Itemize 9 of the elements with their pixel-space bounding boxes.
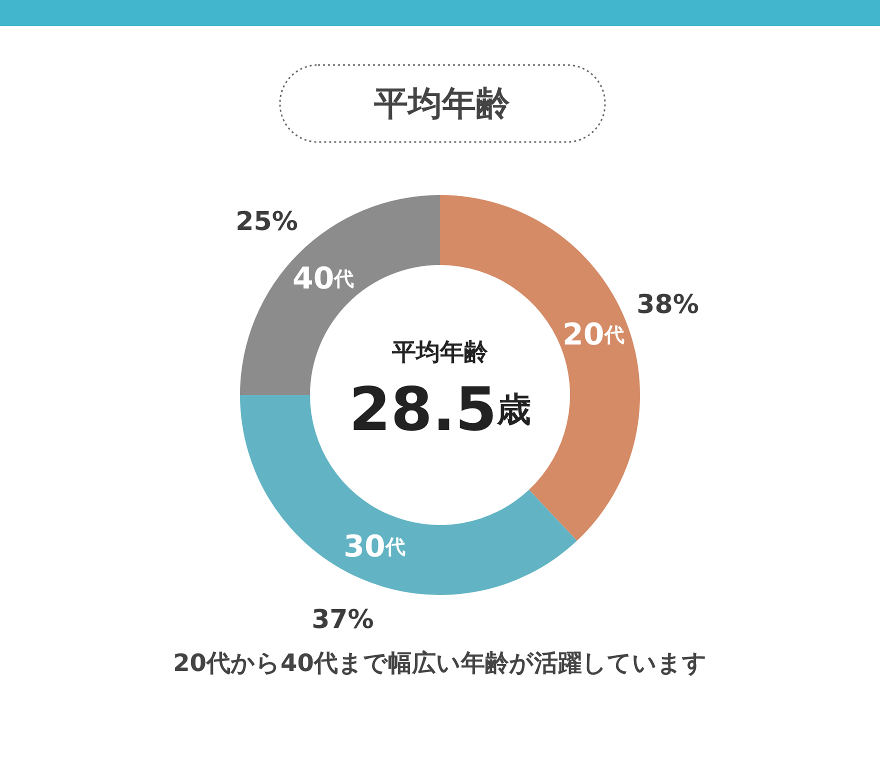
data-label: 37% bbox=[312, 604, 374, 635]
slice-label: 40代 bbox=[292, 260, 354, 296]
data-label: 25% bbox=[236, 206, 298, 237]
text: 平均年齢 bbox=[391, 338, 489, 366]
data-label: 38% bbox=[636, 290, 699, 320]
text: 20代から40代まで幅広い年齢が活躍しています bbox=[173, 649, 707, 677]
chart-title: 平均年齢 bbox=[373, 84, 510, 124]
slice-label: 30代 bbox=[344, 528, 406, 564]
slice-label: 20代 bbox=[562, 316, 624, 352]
